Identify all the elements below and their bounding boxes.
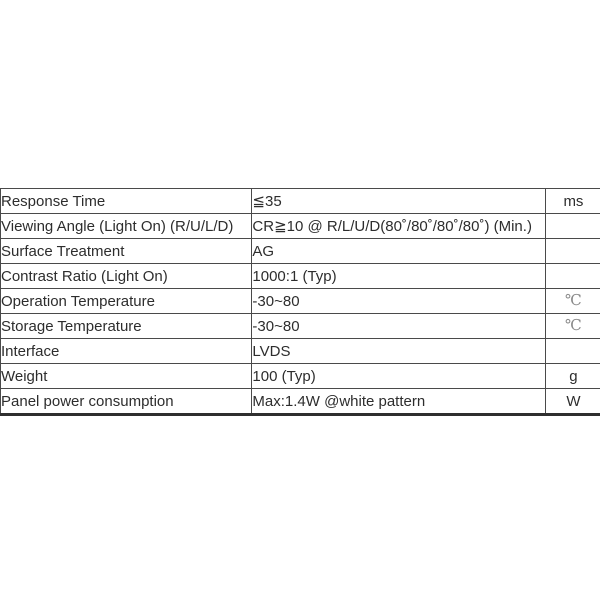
spec-parameter-cell: Panel power consumption — [0, 388, 252, 415]
spec-unit-cell — [544, 213, 600, 239]
spec-value-cell: LVDS — [251, 338, 546, 364]
spec-row: Operation Temperature -30~80 ℃ — [0, 288, 600, 314]
spec-row: Storage Temperature -30~80 ℃ — [0, 313, 600, 339]
spec-row: Panel power consumption Max:1.4W @white … — [0, 388, 600, 415]
spec-unit-cell: ℃ — [544, 288, 600, 314]
spec-parameter-cell: Contrast Ratio (Light On) — [0, 263, 252, 289]
spec-row: Surface Treatment AG — [0, 238, 600, 264]
spec-parameter-cell: Interface — [0, 338, 252, 364]
spec-parameter-cell: Storage Temperature — [0, 313, 252, 339]
spec-parameter-cell: Surface Treatment — [0, 238, 252, 264]
spec-value-cell: ≦35 — [251, 188, 546, 214]
spec-parameter-cell: Response Time — [0, 188, 252, 214]
spec-value-cell: AG — [251, 238, 546, 264]
specification-table: Response Time ≦35 ms Viewing Angle (Ligh… — [0, 188, 600, 416]
spec-value-cell: Max:1.4W @white pattern — [251, 388, 546, 415]
spec-unit-cell: ℃ — [544, 313, 600, 339]
spec-parameter-cell: Weight — [0, 363, 252, 389]
spec-value-cell: CR≧10 @ R/L/U/D(80˚/80˚/80˚/80˚) (Min.) — [251, 213, 546, 239]
spec-parameter-cell: Operation Temperature — [0, 288, 252, 314]
spec-value-cell: -30~80 — [251, 313, 546, 339]
spec-value-cell: 100 (Typ) — [251, 363, 546, 389]
spec-unit-cell — [544, 263, 600, 289]
spec-row: Viewing Angle (Light On) (R/U/L/D) CR≧10… — [0, 213, 600, 239]
spec-row: Response Time ≦35 ms — [0, 188, 600, 214]
specification-table-body: Response Time ≦35 ms Viewing Angle (Ligh… — [0, 188, 600, 415]
spec-unit-cell: ms — [544, 188, 600, 214]
spec-row: Interface LVDS — [0, 338, 600, 364]
spec-row: Weight 100 (Typ) g — [0, 363, 600, 389]
spec-unit-cell — [544, 338, 600, 364]
spec-parameter-cell: Viewing Angle (Light On) (R/U/L/D) — [0, 213, 252, 239]
spec-value-cell: -30~80 — [251, 288, 546, 314]
spec-value-cell: 1000:1 (Typ) — [251, 263, 546, 289]
spec-unit-cell: g — [544, 363, 600, 389]
spec-unit-cell — [544, 238, 600, 264]
spec-row: Contrast Ratio (Light On) 1000:1 (Typ) — [0, 263, 600, 289]
spec-unit-cell: W — [544, 388, 600, 415]
